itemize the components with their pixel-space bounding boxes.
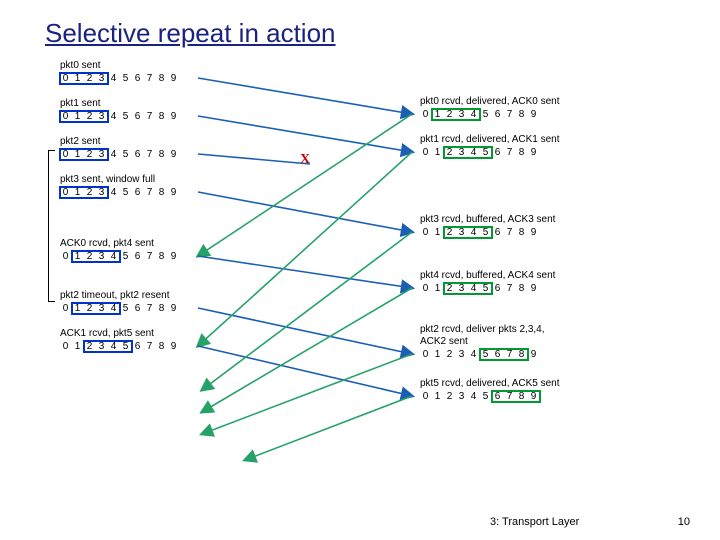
diagram-area: pkt0 sent0123456789pkt1 sent0123456789pk…: [40, 60, 680, 505]
ack-arrow: [202, 288, 412, 412]
timeout-bracket: [48, 150, 55, 302]
slide-title: Selective repeat in action: [45, 18, 336, 49]
sender-window: 0123456789: [60, 149, 180, 161]
footer-label: 3: Transport Layer: [490, 516, 579, 528]
lost-packet-arrow: [198, 154, 310, 164]
packet-arrow: [198, 346, 412, 396]
event-label: pkt3 rcvd, buffered, ACK3 sent: [420, 214, 555, 226]
receiver-window: 0123456789: [420, 147, 560, 159]
receiver-window: 0123456789: [420, 109, 560, 121]
event-label: pkt1 sent: [60, 98, 180, 110]
event-label: pkt2 rcvd, deliver pkts 2,3,4,ACK2 sent: [420, 324, 545, 348]
receiver-window: 0123456789: [420, 391, 560, 403]
sender-window: 0123456789: [60, 187, 180, 199]
sender-event: pkt2 sent0123456789: [60, 136, 180, 161]
sender-event: ACK1 rcvd, pkt5 sent0123456789: [60, 328, 180, 353]
event-label: pkt0 rcvd, delivered, ACK0 sent: [420, 96, 560, 108]
sender-window: 0123456789: [60, 303, 180, 315]
ack-arrow: [202, 354, 412, 434]
receiver-event: pkt4 rcvd, buffered, ACK4 sent0123456789: [420, 270, 555, 295]
arrow-layer: [40, 60, 680, 505]
receiver-event: pkt5 rcvd, delivered, ACK5 sent012345678…: [420, 378, 560, 403]
ack-arrow: [198, 114, 412, 256]
event-label: ACK1 rcvd, pkt5 sent: [60, 328, 180, 340]
receiver-event: pkt0 rcvd, delivered, ACK0 sent012345678…: [420, 96, 560, 121]
sender-window: 0123456789: [60, 341, 180, 353]
receiver-event: pkt3 rcvd, buffered, ACK3 sent0123456789: [420, 214, 555, 239]
event-label: pkt3 sent, window full: [60, 174, 180, 186]
sender-window: 0123456789: [60, 251, 180, 263]
sender-event: pkt2 timeout, pkt2 resent0123456789: [60, 290, 180, 315]
receiver-event: pkt1 rcvd, delivered, ACK1 sent012345678…: [420, 134, 560, 159]
event-label: ACK0 rcvd, pkt4 sent: [60, 238, 180, 250]
packet-arrow: [198, 116, 412, 152]
packet-arrow: [198, 78, 412, 114]
ack-arrow: [202, 232, 412, 390]
sender-window: 0123456789: [60, 73, 180, 85]
event-label: pkt5 rcvd, delivered, ACK5 sent: [420, 378, 560, 390]
packet-arrow: [198, 256, 412, 288]
event-label: pkt4 rcvd, buffered, ACK4 sent: [420, 270, 555, 282]
receiver-window: 0123456789: [420, 283, 555, 295]
event-label: pkt1 rcvd, delivered, ACK1 sent: [420, 134, 560, 146]
sender-event: pkt0 sent0123456789: [60, 60, 180, 85]
event-label: pkt2 timeout, pkt2 resent: [60, 290, 180, 302]
ack-arrow: [198, 152, 412, 346]
page-number: 10: [678, 516, 690, 528]
receiver-event: pkt2 rcvd, deliver pkts 2,3,4,ACK2 sent0…: [420, 324, 545, 361]
sender-event: pkt3 sent, window full0123456789: [60, 174, 180, 199]
receiver-window: 0123456789: [420, 227, 555, 239]
sender-event: ACK0 rcvd, pkt4 sent0123456789: [60, 238, 180, 263]
event-label: pkt2 sent: [60, 136, 180, 148]
packet-loss-icon: X: [300, 152, 310, 168]
packet-arrow: [198, 192, 412, 232]
receiver-window: 0123456789: [420, 349, 545, 361]
packet-arrow: [198, 308, 412, 354]
sender-window: 0123456789: [60, 111, 180, 123]
event-label: pkt0 sent: [60, 60, 180, 72]
ack-arrow: [245, 396, 412, 460]
sender-event: pkt1 sent0123456789: [60, 98, 180, 123]
